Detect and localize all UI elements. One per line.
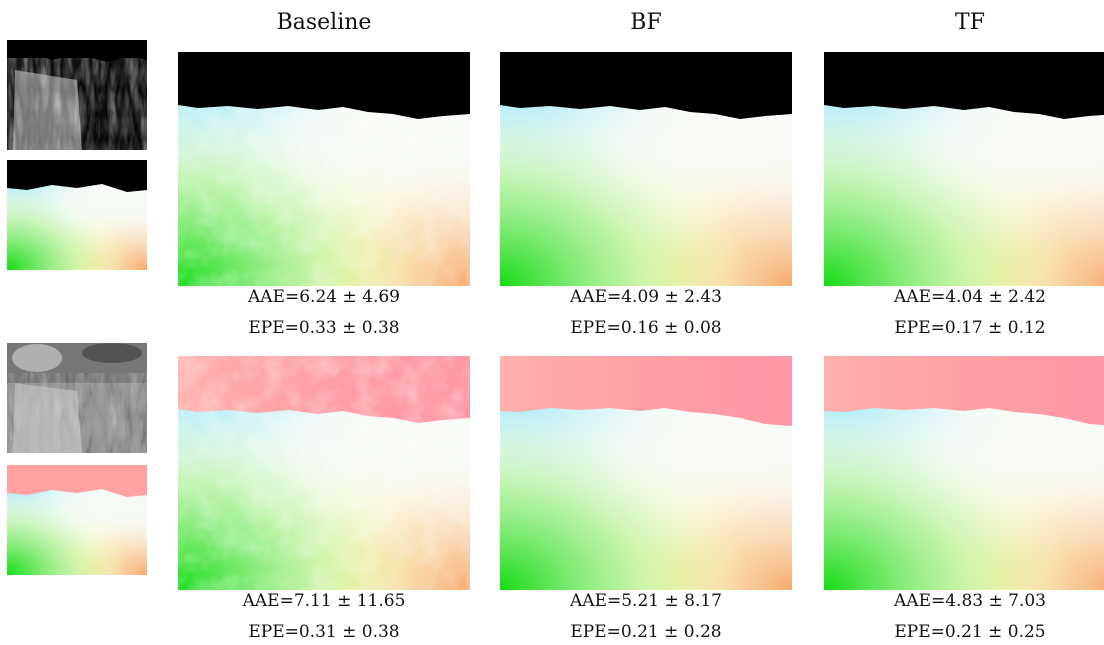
metric-epe-tf-row2: EPE=0.21 ± 0.25 xyxy=(894,622,1046,642)
metric-epe-baseline-row1: EPE=0.33 ± 0.38 xyxy=(248,318,400,338)
metric-aae-bf-row1: AAE=4.09 ± 2.43 xyxy=(570,287,722,307)
ground-truth-flow-row1 xyxy=(7,160,147,270)
column-title-bf: BF xyxy=(630,10,662,35)
metric-epe-tf-row1: EPE=0.17 ± 0.12 xyxy=(894,318,1046,338)
metric-aae-baseline-row1: AAE=6.24 ± 4.69 xyxy=(248,287,400,307)
flow-baseline-row1 xyxy=(178,52,470,286)
column-title-tf: TF xyxy=(955,10,985,35)
input-image-row2 xyxy=(7,343,147,453)
metric-aae-bf-row2: AAE=5.21 ± 8.17 xyxy=(570,591,722,611)
flow-tf-row1 xyxy=(824,52,1104,286)
metric-aae-tf-row1: AAE=4.04 ± 2.42 xyxy=(894,287,1046,307)
flow-tf-row2 xyxy=(824,356,1104,590)
ground-truth-flow-row2 xyxy=(7,465,147,575)
metric-aae-baseline-row2: AAE=7.11 ± 11.65 xyxy=(242,591,406,611)
metric-aae-tf-row2: AAE=4.83 ± 7.03 xyxy=(894,591,1046,611)
flow-baseline-row2 xyxy=(178,356,470,590)
input-image-row1 xyxy=(7,40,147,150)
flow-bf-row2 xyxy=(500,356,792,590)
metric-epe-baseline-row2: EPE=0.31 ± 0.38 xyxy=(248,622,400,642)
metric-epe-bf-row1: EPE=0.16 ± 0.08 xyxy=(570,318,722,338)
column-title-baseline: Baseline xyxy=(276,10,372,35)
metric-epe-bf-row2: EPE=0.21 ± 0.28 xyxy=(570,622,722,642)
flow-bf-row1 xyxy=(500,52,792,286)
